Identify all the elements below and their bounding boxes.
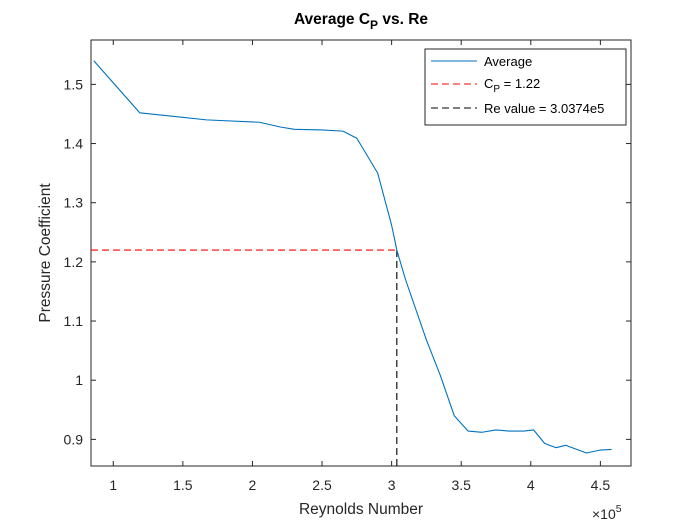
x-tick-label: 3.5: [451, 477, 471, 493]
series-line-average: [93, 60, 612, 454]
reference-lines: [91, 249, 398, 466]
legend-label-cp: CP = 1.22: [484, 76, 540, 95]
x-axis-exponent-base: ×10: [592, 506, 616, 522]
legend-label-re: Re value = 3.0374e5: [484, 101, 604, 116]
chart-title-subscript: P: [370, 18, 378, 32]
legend-label-cp-main: C: [484, 76, 493, 91]
data-series: [93, 60, 612, 454]
x-axis-exponent: ×105: [592, 503, 622, 522]
legend-box: [424, 48, 627, 126]
x-axis-ticks: 1 1.5 2 2.5 3 3.5 4 4.5: [109, 40, 610, 493]
legend-label-cp-rest: = 1.22: [500, 76, 540, 91]
x-tick-label: 3: [388, 477, 396, 493]
y-tick-label: 1.2: [64, 254, 84, 270]
y-tick-label: 0.9: [64, 431, 84, 447]
chart-title: Average CP vs. Re: [294, 11, 428, 32]
y-axis-label: Pressure Coefficient: [37, 183, 54, 323]
y-tick-label: 1.1: [64, 313, 84, 329]
x-axis-label: Reynolds Number: [299, 501, 423, 518]
legend: Average CP = 1.22 Re value = 3.0374e5: [424, 48, 627, 126]
x-tick-label: 2.5: [312, 477, 332, 493]
y-axis-ticks: 0.9 1 1.1 1.2 1.3 1.4 1.5: [64, 76, 631, 447]
y-tick-label: 1.5: [64, 76, 84, 92]
chart-title-main: Average C: [294, 11, 370, 28]
legend-label-average: Average: [484, 54, 532, 69]
y-tick-label: 1: [75, 372, 83, 388]
x-tick-label: 2: [249, 477, 257, 493]
x-tick-label: 1.5: [173, 477, 193, 493]
y-tick-label: 1.4: [64, 136, 84, 152]
x-tick-label: 4: [527, 477, 535, 493]
legend-label-cp-sub: P: [493, 84, 500, 95]
x-axis-exponent-power: 5: [616, 503, 622, 515]
x-tick-label: 4.5: [591, 477, 611, 493]
x-tick-label: 1: [109, 477, 117, 493]
y-tick-label: 1.3: [64, 195, 84, 211]
chart-title-suffix: vs. Re: [378, 11, 428, 28]
